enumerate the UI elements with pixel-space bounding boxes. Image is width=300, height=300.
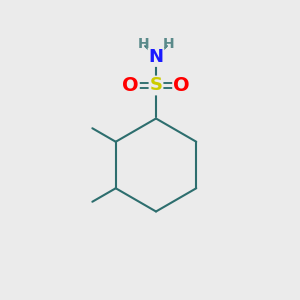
Text: O: O [122,76,139,95]
Text: O: O [173,76,190,95]
Text: H: H [137,37,149,51]
Text: N: N [148,48,164,66]
Text: H: H [163,37,175,51]
Text: S: S [149,76,163,94]
